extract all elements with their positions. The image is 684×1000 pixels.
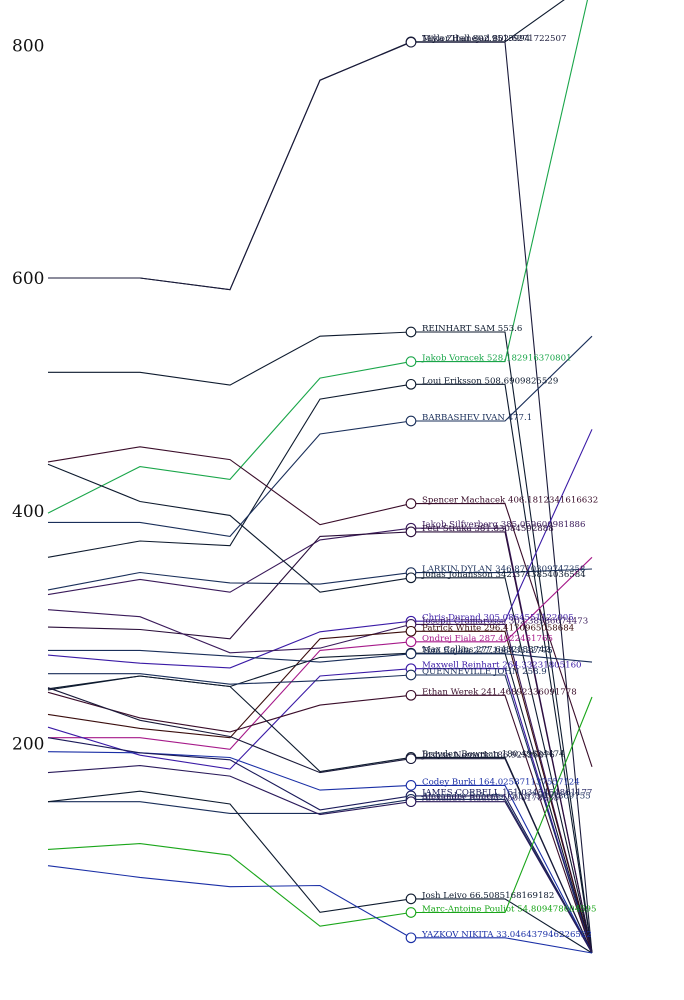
- series-line: [47, 737, 593, 954]
- series-end-marker: [405, 36, 417, 48]
- series-line: [47, 675, 593, 954]
- series-line: [47, 668, 593, 954]
- series-line: [48, 673, 593, 954]
- y-axis-ticks: 200 400 600 800: [12, 36, 44, 754]
- series-line: [48, 649, 593, 663]
- series-line: [47, 463, 593, 954]
- series-end-label: Marc-Antoine Pouliot 54.809478604595: [422, 905, 597, 915]
- series-end-label: LARKIN DYLAN 346.8710309747358: [422, 565, 585, 575]
- series-end-marker: [405, 932, 417, 944]
- series-end-label: BARBASHEV IVAN 477.1: [422, 413, 532, 423]
- series-end-marker: [405, 780, 417, 791]
- series-end-label: QUENNEVILLE JOHN 258.9: [422, 667, 547, 677]
- series-line: [48, 798, 593, 954]
- series-end-label: Petr Straka 381.83084592888: [422, 524, 554, 534]
- series-end-label: Josh Leivo 66.5085168169182: [421, 891, 554, 901]
- series-line: [47, 609, 593, 954]
- series-end-label: Jonas Johansson 342.3743854036584: [421, 570, 586, 580]
- series-end-label: Maxwell Reinhart 264.33231805160: [422, 661, 582, 671]
- series-end-label: YAZKOV NIKITA 33.046437946226522: [421, 930, 592, 940]
- series-line: [47, 383, 593, 954]
- series-end-marker: [405, 907, 417, 918]
- series-end-label: Alexander Ruuttu 150.0178835: [421, 794, 559, 804]
- series-line: [47, 446, 593, 767]
- series-end-label: Brayden Bowman 180.49624474: [422, 749, 565, 759]
- y-tick-label: 600: [12, 269, 44, 289]
- series-line: [47, 568, 593, 591]
- series-end-label: Jakob Silfverberg 385.059600981886: [421, 520, 585, 530]
- series-line: [47, 691, 593, 954]
- series-end-label: Jakob Voracek 528.182916370801: [421, 354, 572, 364]
- series-end-marker: [405, 636, 417, 648]
- series-line: [47, 630, 593, 954]
- series-line: [48, 41, 593, 954]
- series-end-marker: [405, 648, 417, 660]
- series-end-label: Alexandre Roberts 151.975655869755: [421, 791, 591, 801]
- series-line: [47, 527, 593, 954]
- series-end-label: Codey Burki 164.025871137557124: [422, 777, 580, 787]
- series-end-marker: [405, 669, 417, 681]
- series-end-marker: [405, 326, 417, 338]
- series-end-label: REINHART SAM 553.6: [422, 324, 522, 334]
- series-markers: [405, 36, 417, 944]
- series-end-marker: [405, 526, 417, 538]
- series-end-label: Patrick White 296.4170965058684: [422, 623, 575, 633]
- series-line: [47, 790, 593, 954]
- y-tick-label: 800: [12, 36, 44, 56]
- series-end-marker: [405, 378, 417, 390]
- series-end-label: Toni Rajala 277.10843322775: [422, 646, 553, 656]
- series-line: [47, 531, 593, 954]
- series-line: [47, 0, 589, 514]
- series-end-marker: [405, 753, 417, 765]
- series-end-label: Chris Durand 305.0864551122005: [422, 613, 574, 623]
- series-line: [47, 429, 593, 669]
- series-end-label: Joshua Nemark 186.92525876: [421, 751, 555, 761]
- series-end-label: Spencer Machacek 406.1812341616632: [422, 496, 598, 506]
- series-lines: [47, 0, 593, 954]
- series-line: [47, 865, 593, 954]
- series-end-label: Mika Zibanejad 802.6271722507: [422, 34, 566, 44]
- series-end-label: Ethan Werek 241.46892336091778: [422, 687, 577, 697]
- series-line: [47, 765, 593, 954]
- series-end-marker: [405, 625, 417, 637]
- series-end-label: Joseph Cramarossa 302.38986674473: [421, 616, 588, 626]
- series-end-marker: [405, 356, 417, 367]
- series-line: [48, 335, 593, 537]
- series-line: [47, 687, 593, 954]
- series-end-marker: [405, 689, 417, 701]
- series-line: [48, 331, 593, 954]
- series-end-label: Loui Eriksson 508.6909825529: [422, 376, 558, 386]
- y-tick-label: 400: [12, 502, 44, 522]
- y-tick-label: 200: [12, 735, 44, 755]
- series-end-marker: [405, 796, 417, 808]
- series-end-label: JAMES CORBELL 151.0345454861177: [421, 788, 592, 798]
- series-line: [48, 556, 593, 750]
- series-end-label: Ondrej Fiala 287.4022451765: [422, 634, 553, 644]
- series-end-marker: [405, 498, 417, 509]
- series-end-label: Max Collins 277.6432158742: [422, 645, 550, 655]
- series-line: [47, 696, 593, 927]
- series-end-marker: [405, 893, 417, 905]
- series-end-marker: [405, 572, 417, 584]
- series-end-label: Taylor Hall 802.9515994: [422, 34, 531, 44]
- series-end-marker: [405, 415, 417, 427]
